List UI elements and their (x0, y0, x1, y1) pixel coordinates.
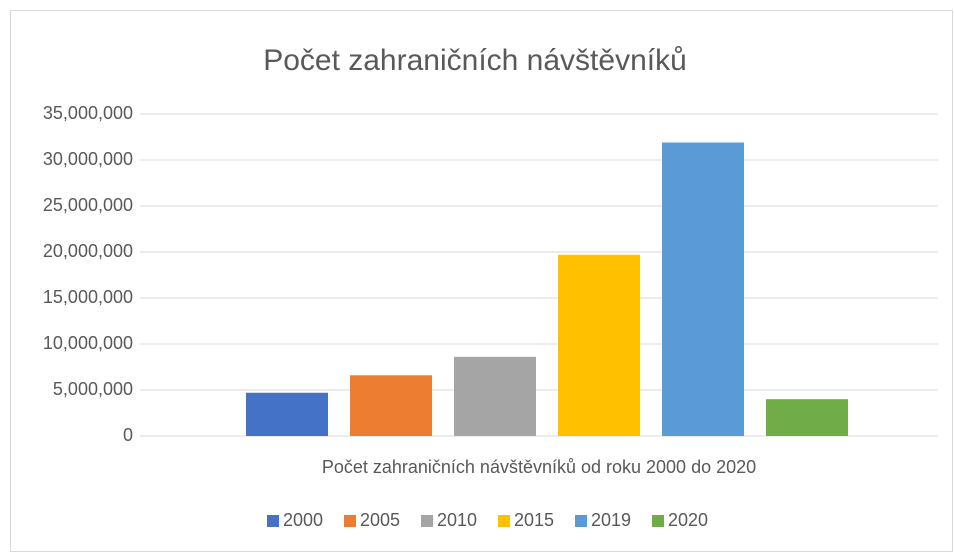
legend-swatch (498, 515, 510, 527)
y-tick-label: 0 (123, 425, 133, 445)
y-tick-label: 10,000,000 (43, 333, 133, 353)
legend-label: 2015 (514, 510, 554, 530)
y-tick-label: 30,000,000 (43, 149, 133, 169)
x-tick-label: Počet zahraničních návštěvníků od roku 2… (322, 457, 756, 477)
legend-label: 2005 (360, 510, 400, 530)
y-tick-label: 25,000,000 (43, 195, 133, 215)
chart-title: Počet zahraničních návštěvníků (263, 44, 687, 77)
legend-swatch (267, 515, 279, 527)
y-tick-label: 20,000,000 (43, 241, 133, 261)
chart-border (10, 10, 953, 552)
legend-label: 2000 (283, 510, 323, 530)
legend-label: 2019 (591, 510, 631, 530)
legend-swatch (421, 515, 433, 527)
y-tick-label: 35,000,000 (43, 103, 133, 123)
bar (662, 142, 744, 436)
y-tick-label: 5,000,000 (53, 379, 133, 399)
bar (454, 356, 536, 436)
bar (766, 399, 848, 436)
legend-swatch (652, 515, 664, 527)
y-tick-label: 15,000,000 (43, 287, 133, 307)
legend-label: 2020 (668, 510, 708, 530)
legend-swatch (344, 515, 356, 527)
bar (246, 392, 328, 436)
legend-label: 2010 (437, 510, 477, 530)
bar (558, 254, 640, 436)
bar (350, 375, 432, 436)
legend-swatch (575, 515, 587, 527)
